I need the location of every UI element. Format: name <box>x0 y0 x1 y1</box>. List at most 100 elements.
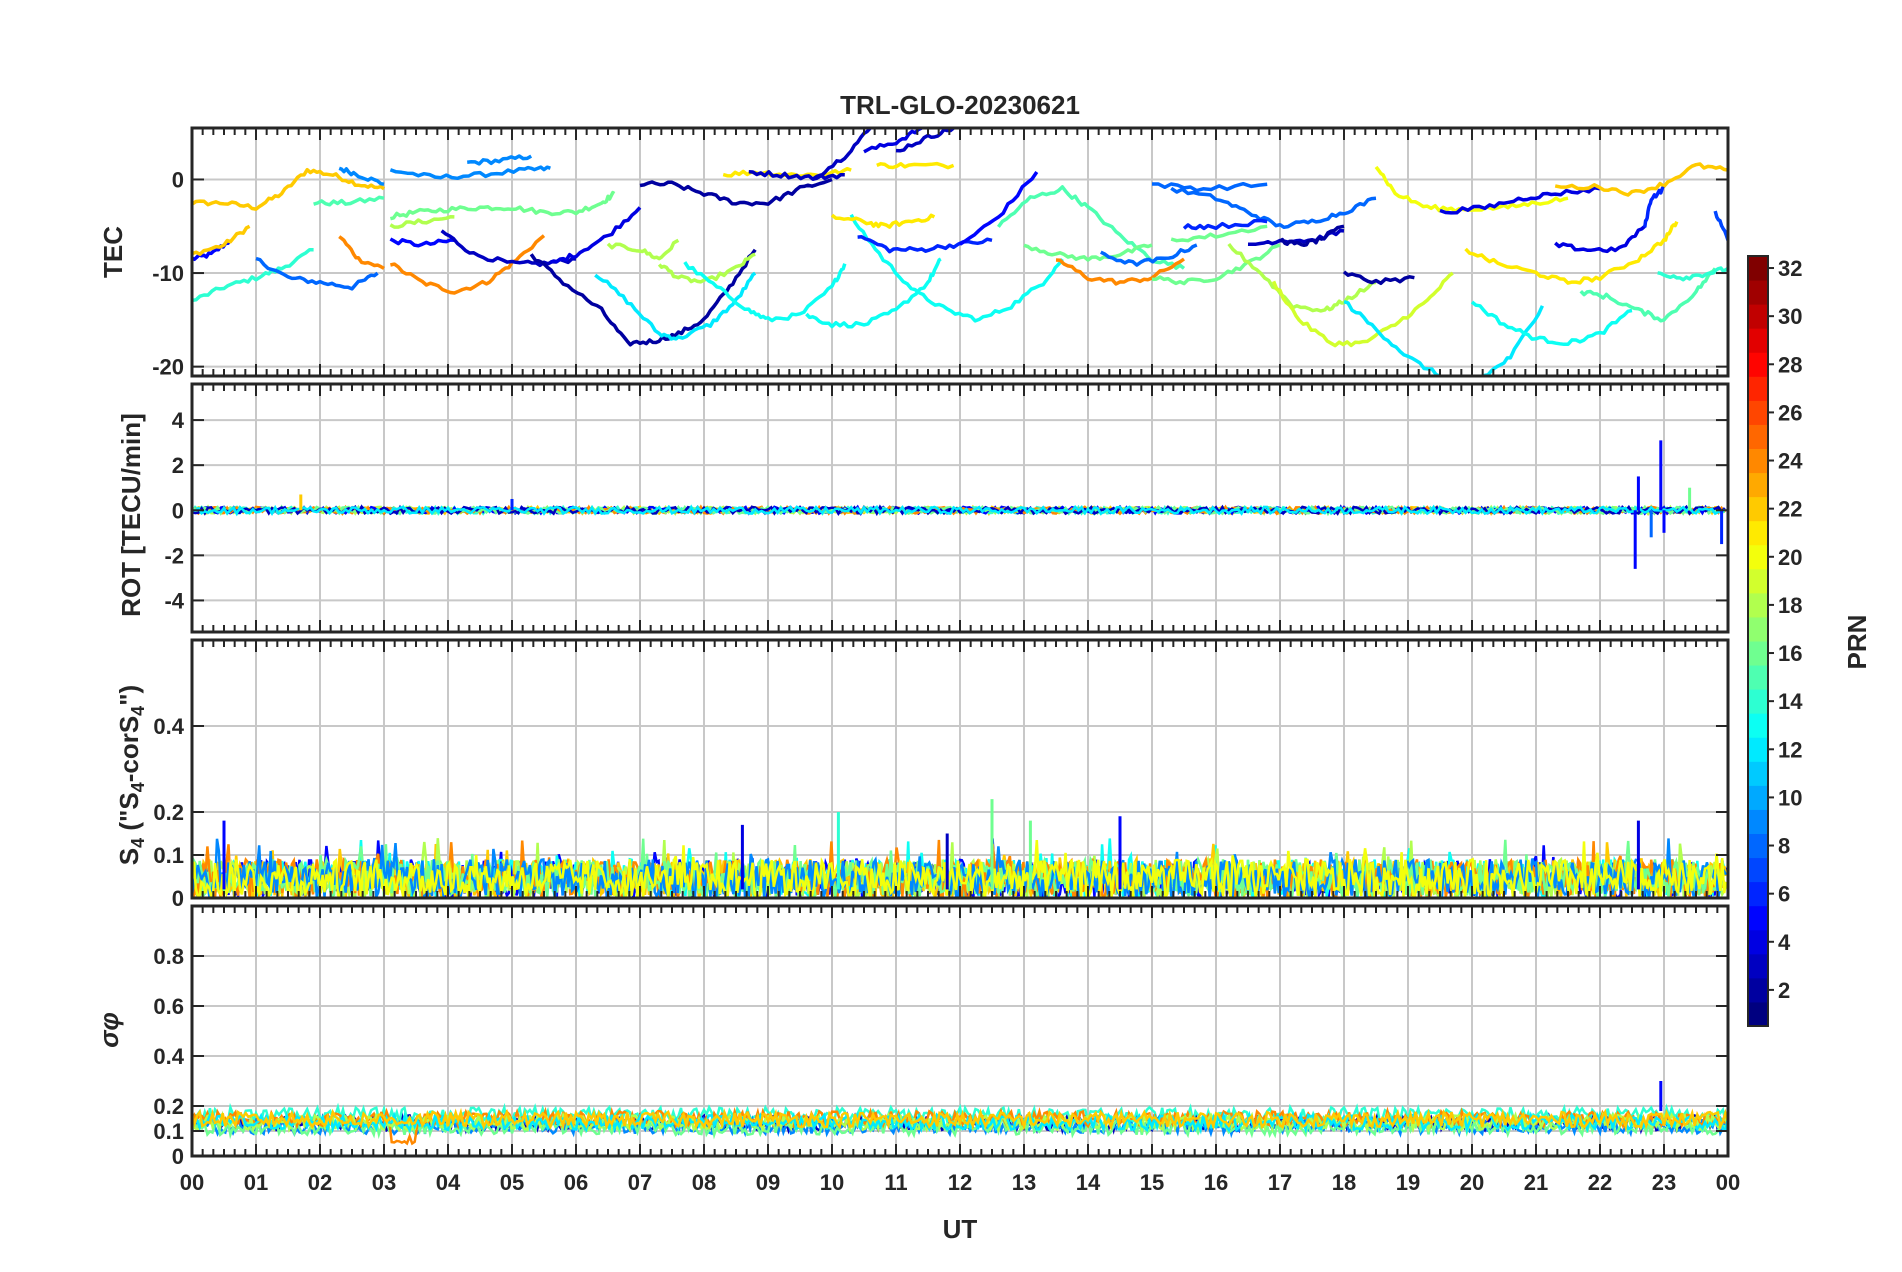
colorbar-segment <box>1748 1001 1768 1027</box>
colorbar-segment <box>1748 713 1768 738</box>
s4-y-axis-label: S4 ("S4-corS4") <box>114 685 148 865</box>
colorbar-label: PRN <box>1842 615 1872 670</box>
x-tick-label: 13 <box>1012 1170 1036 1195</box>
colorbar-frame <box>1747 255 1769 1027</box>
colorbar-segment <box>1748 665 1768 690</box>
tec-series-line <box>1152 181 1268 193</box>
tec-series-line <box>876 161 955 170</box>
rot-y-axis-label: ROT [TECU/min] <box>116 413 146 617</box>
x-tick-label: 19 <box>1396 1170 1420 1195</box>
tec-series-line <box>1470 300 1633 347</box>
tec-series-line <box>1227 242 1377 313</box>
colorbar-segment <box>1748 881 1768 907</box>
colorbar-tick-label: 16 <box>1778 641 1802 666</box>
colorbar-tick-label: 18 <box>1778 593 1802 618</box>
sigma-phi-series-line <box>192 1107 1728 1132</box>
tec-series-line <box>1464 220 1679 285</box>
tec-series-line <box>313 195 385 207</box>
tec-series-line <box>1182 218 1268 231</box>
colorbar-tick-label: 24 <box>1778 449 1803 474</box>
tec-series-line <box>338 166 385 186</box>
tec-series-line <box>338 235 385 270</box>
s4-label-part: S <box>114 848 144 865</box>
tec-series-line <box>594 271 757 341</box>
sigma_phi-series-group <box>192 1081 1728 1146</box>
colorbar-segment <box>1748 304 1768 329</box>
colorbar-segment <box>1748 352 1768 377</box>
tec-series-line <box>1713 210 1728 241</box>
tec-series-line <box>389 237 455 248</box>
x-tick-label: 16 <box>1204 1170 1228 1195</box>
tec-series-group <box>192 128 1728 376</box>
colorbar-tick-label: 32 <box>1778 256 1802 281</box>
colorbar-segment <box>1748 977 1768 1003</box>
tec-series-line <box>1657 266 1728 282</box>
tec-y-tick-label: -20 <box>152 355 184 380</box>
sigma-phi-y-axis-label: σφ <box>94 1012 124 1048</box>
colorbar-segment <box>1748 737 1768 762</box>
s4-series-line <box>192 838 1728 898</box>
tec-series-line <box>389 190 616 221</box>
x-tick-label: 15 <box>1140 1170 1164 1195</box>
tec-series-line <box>529 248 757 347</box>
s4-y-tick-label: 0.4 <box>153 714 184 739</box>
colorbar-segment <box>1748 424 1768 449</box>
tec-series-line <box>389 165 551 181</box>
colorbar-segment <box>1748 568 1768 594</box>
sigma_phi-y-tick-label: 0 <box>172 1144 184 1169</box>
tec-series-line <box>1279 224 1345 248</box>
colorbar-segment <box>1748 785 1768 810</box>
colorbar-segment <box>1748 833 1768 859</box>
tec-series-line <box>192 247 314 303</box>
tec-series-line <box>863 128 923 154</box>
tec-y-tick-label: 0 <box>172 167 184 192</box>
rot-y-tick-label: -4 <box>164 588 184 613</box>
s4-label-sub: 4 <box>128 838 148 848</box>
x-tick-label: 22 <box>1588 1170 1612 1195</box>
x-tick-label: 01 <box>244 1170 268 1195</box>
axis-labels: TRL-GLO-20230621 UT TEC ROT [TECU/min] S… <box>94 90 1872 1244</box>
tec-series-line <box>192 167 385 211</box>
x-tick-label: 12 <box>948 1170 972 1195</box>
x-tick-label: 10 <box>820 1170 844 1195</box>
tec-series-line <box>748 170 845 181</box>
colorbar-segment <box>1748 472 1768 498</box>
x-tick-label: 06 <box>564 1170 588 1195</box>
colorbar-segment <box>1748 616 1768 642</box>
colorbar-segment <box>1748 857 1768 883</box>
colorbar-segment <box>1748 689 1768 714</box>
tec-series-line <box>849 213 1064 323</box>
tec-series-line <box>1579 267 1717 323</box>
sigma_phi-y-tick-label: 0.1 <box>153 1119 184 1144</box>
x-tick-label: 17 <box>1268 1170 1292 1195</box>
rot-y-tick-label: 2 <box>172 453 184 478</box>
colorbar-segment <box>1748 641 1768 666</box>
tec-y-tick-label: -10 <box>152 261 184 286</box>
colorbar-tick-label: 12 <box>1778 737 1802 762</box>
x-tick-label: 14 <box>1076 1170 1101 1195</box>
colorbar-segment <box>1748 905 1768 931</box>
colorbar-segment <box>1748 400 1768 425</box>
s4-label-part: -corS <box>114 716 144 782</box>
tec-series-line <box>606 238 680 261</box>
colorbar-tick-label: 8 <box>1778 834 1790 859</box>
s4-y-tick-label: 0 <box>172 886 184 911</box>
colorbar-segment <box>1748 953 1768 979</box>
tec-series-line <box>639 177 833 207</box>
tec-series-line <box>805 257 942 329</box>
s4-y-tick-label: 0.1 <box>153 843 184 868</box>
tec-series-line <box>1439 185 1601 215</box>
rot-y-tick-label: 4 <box>172 408 185 433</box>
rot-series-line <box>192 504 1726 517</box>
tec-series-line <box>1343 300 1544 376</box>
x-tick-label: 20 <box>1460 1170 1484 1195</box>
x-tick-label: 02 <box>308 1170 332 1195</box>
colorbar-tick-label: 2 <box>1778 978 1790 1003</box>
rot-y-tick-label: -2 <box>164 543 184 568</box>
axes-frames <box>190 126 1774 1158</box>
tec-series-line <box>1554 162 1728 197</box>
s4-series-line <box>192 840 1728 898</box>
x-tick-label: 23 <box>1652 1170 1676 1195</box>
x-tick-label: 03 <box>372 1170 396 1195</box>
x-tick-label: 11 <box>884 1170 907 1195</box>
